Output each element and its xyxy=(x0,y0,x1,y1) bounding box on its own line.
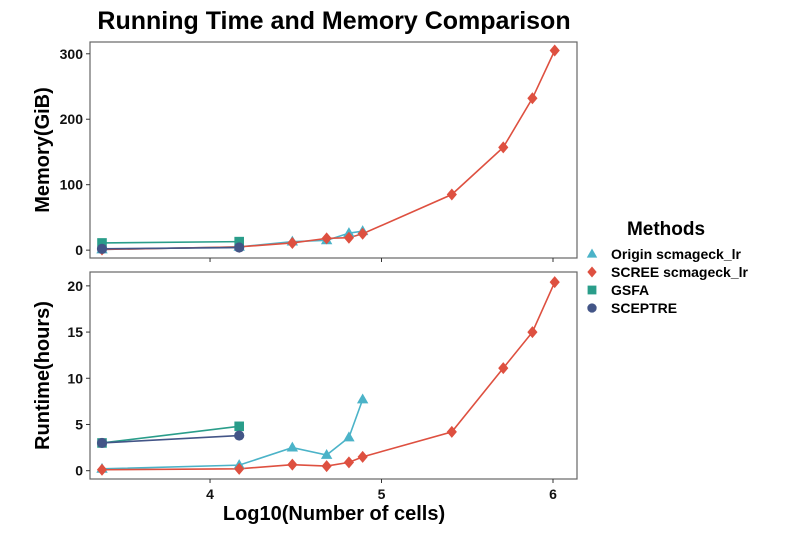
data-point-circle xyxy=(96,243,108,254)
data-point-diamond xyxy=(321,460,332,473)
data-point-diamond xyxy=(343,456,355,469)
data-point-diamond xyxy=(527,92,538,105)
legend-item: SCREE scmageck_lr xyxy=(587,264,749,280)
x-axis-label: Log10(Number of cells) xyxy=(223,503,445,525)
data-point-circle xyxy=(234,242,245,253)
y-axis-label: Memory(GiB) xyxy=(32,87,54,213)
data-point-diamond xyxy=(549,44,560,57)
plot-frame xyxy=(89,41,578,259)
legend-item: GSFA xyxy=(587,282,649,298)
data-point-diamond xyxy=(498,362,509,375)
legend-triangle-icon xyxy=(586,248,598,258)
data-point-square xyxy=(234,421,244,432)
legend-label: Origin scmageck_lr xyxy=(611,246,742,262)
y-tick-label: 20 xyxy=(67,278,83,294)
series-line-sceptre xyxy=(101,246,240,250)
plot-frame xyxy=(89,271,578,480)
y-tick-label: 5 xyxy=(75,416,83,432)
panel-runtime: 0 5 10 15 20 Runtime(hours) 4 5 6 xyxy=(32,271,578,502)
y-tick-label: 15 xyxy=(67,324,83,340)
data-point-triangle xyxy=(320,448,333,459)
data-point-diamond xyxy=(527,326,538,339)
data-point-diamond xyxy=(549,276,560,289)
data-point-diamond xyxy=(343,231,355,244)
x-tick-label: 4 xyxy=(206,486,214,502)
legend-diamond-icon xyxy=(587,266,597,278)
data-point-triangle xyxy=(356,393,369,404)
y-tick-label: 10 xyxy=(67,370,83,386)
series-line-scree-scmageck-lr xyxy=(101,281,556,471)
legend-item: SCEPTRE xyxy=(587,300,677,316)
legend-label: SCREE scmageck_lr xyxy=(611,264,749,280)
data-point-triangle xyxy=(343,431,355,442)
legend-label: GSFA xyxy=(611,282,649,298)
series-line-scree-scmageck-lr xyxy=(101,50,556,251)
y-tick-label: 0 xyxy=(75,463,83,479)
legend-circle-icon xyxy=(587,303,597,313)
panels: 0 100 200 300 Memory(GiB) 0 5 10 15 20 Runtime(hou… xyxy=(32,41,578,502)
data-point-diamond xyxy=(446,188,457,201)
chart-title: Running Time and Memory Comparison xyxy=(97,7,570,35)
data-point-diamond xyxy=(287,458,298,471)
series-line-gsfa xyxy=(101,425,240,444)
y-axis-label: Runtime(hours) xyxy=(32,301,54,450)
data-point-diamond xyxy=(357,227,368,240)
data-point-diamond xyxy=(96,463,108,476)
y-tick-label: 300 xyxy=(60,46,84,62)
x-tick-label: 5 xyxy=(378,486,386,502)
panel-memory: 0 100 200 300 Memory(GiB) xyxy=(32,41,578,262)
data-point-circle xyxy=(234,430,245,441)
data-point-diamond xyxy=(287,236,298,249)
y-tick-label: 100 xyxy=(60,177,84,193)
data-point-square xyxy=(97,238,107,248)
data-point-triangle xyxy=(286,441,299,452)
series-line-origin-scmageck-lr xyxy=(101,399,364,470)
legend-item: Origin scmageck_lr xyxy=(586,246,742,262)
data-point-diamond xyxy=(446,425,457,438)
data-point-circle xyxy=(96,437,108,449)
data-point-diamond xyxy=(498,141,509,154)
data-point-diamond xyxy=(357,450,368,463)
data-point-square xyxy=(234,236,244,247)
series-line-sceptre xyxy=(101,434,240,444)
series-line-gsfa xyxy=(101,240,240,244)
legend: Methods Origin scmageck_lr SCREE scmageck… xyxy=(586,219,749,316)
y-tick-label: 0 xyxy=(75,242,83,258)
legend-title: Methods xyxy=(627,219,705,240)
legend-square-icon xyxy=(587,285,597,295)
y-tick-label: 200 xyxy=(60,111,84,127)
data-point-diamond xyxy=(321,232,332,245)
x-tick-label: 6 xyxy=(549,486,557,502)
data-point-diamond xyxy=(234,462,245,475)
legend-label: SCEPTRE xyxy=(611,300,677,316)
